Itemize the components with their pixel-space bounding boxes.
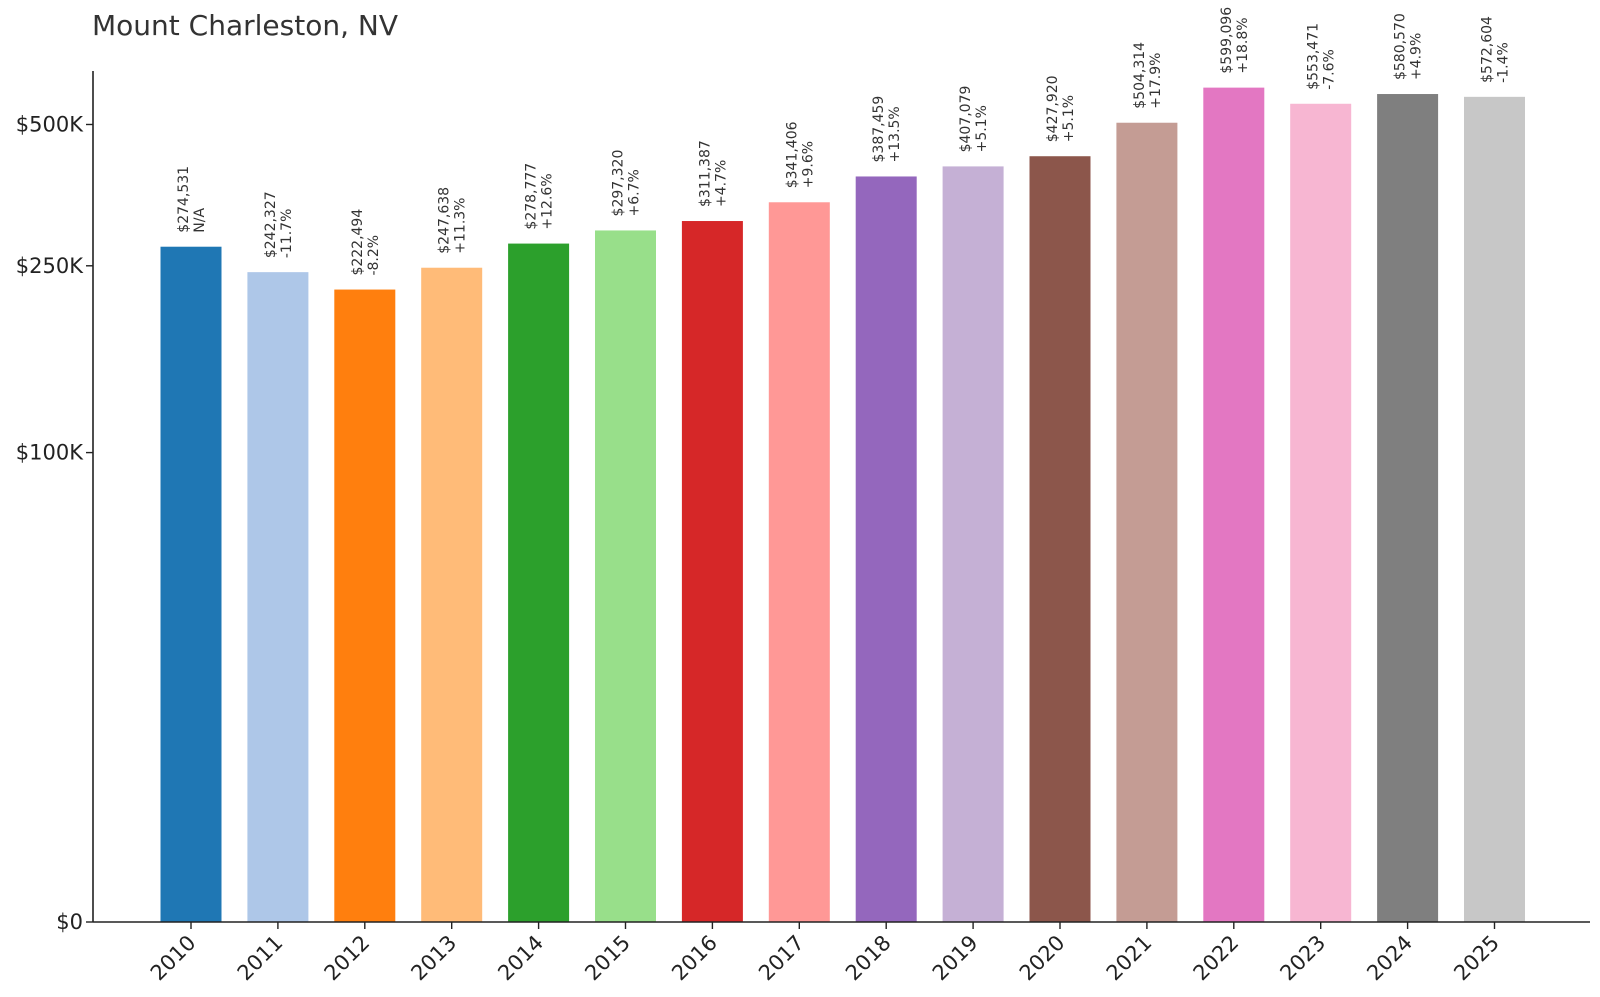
data-label-2014: $278,777 +12.6% [524, 163, 556, 230]
value-label: $222,494 [350, 209, 366, 276]
x-tick-label-2014: 2014 [493, 931, 548, 986]
data-label-2023: $553,471 -7.6% [1306, 23, 1338, 90]
data-label-2015: $297,320 +6.7% [611, 150, 643, 217]
value-label: $278,777 [524, 163, 540, 230]
change-label: +9.6% [800, 141, 816, 188]
change-label: +5.1% [1061, 95, 1077, 142]
change-label: N/A [192, 208, 208, 233]
change-label: +12.6% [540, 173, 556, 229]
value-label: $341,406 [784, 121, 800, 188]
x-tick-label-2022: 2022 [1189, 931, 1244, 986]
value-label: $580,570 [1393, 13, 1409, 80]
x-tick-label-2012: 2012 [320, 931, 375, 986]
bar-2020 [1029, 156, 1091, 922]
data-label-2019: $407,079 +5.1% [958, 86, 990, 153]
change-label: +11.3% [453, 198, 469, 254]
bar-2019 [942, 166, 1004, 923]
y-tick-label: $100K [16, 441, 84, 465]
value-label: $247,638 [437, 187, 453, 254]
x-tick-label-2020: 2020 [1015, 931, 1070, 986]
data-label-2024: $580,570 +4.9% [1393, 13, 1425, 80]
x-tick-label-2017: 2017 [754, 931, 809, 986]
data-labels: $274,531 N/A $242,327 -11.7% $222,494 -8.2%$2… [176, 7, 1512, 276]
bar-2010 [160, 246, 222, 922]
x-tick-label-2024: 2024 [1362, 931, 1417, 986]
y-tick-label: $0 [56, 910, 83, 934]
x-axis-ticks: 2010 2011 2012 2013 2014 2015 2016 2017 2018 2019… [146, 922, 1504, 985]
bar-2014 [508, 243, 570, 922]
x-tick-label-2019: 2019 [928, 931, 983, 986]
change-label: +5.1% [974, 105, 990, 152]
data-label-2016: $311,387 +4.7% [697, 140, 729, 207]
value-label: $572,604 [1480, 16, 1496, 83]
data-label-2011: $242,327 -11.7% [263, 191, 295, 258]
data-label-2017: $341,406 +9.6% [784, 121, 816, 188]
change-label: -11.7% [279, 209, 295, 259]
change-label: +4.9% [1409, 33, 1425, 80]
bar-2024 [1377, 94, 1439, 922]
bar-2023 [1290, 103, 1352, 923]
value-label: $387,459 [871, 96, 887, 163]
bar-2016 [681, 221, 743, 922]
value-label: $599,096 [1219, 7, 1235, 74]
data-label-2010: $274,531 N/A [176, 166, 208, 233]
x-tick-label-2023: 2023 [1275, 931, 1330, 986]
value-label: $407,079 [958, 86, 974, 153]
x-tick-label-2013: 2013 [406, 931, 461, 986]
value-label: $242,327 [263, 191, 279, 258]
x-tick-label-2025: 2025 [1449, 931, 1504, 986]
x-tick-label-2015: 2015 [580, 931, 635, 986]
value-label: $427,920 [1045, 75, 1061, 142]
chart-title: Mount Charleston, NV [92, 9, 398, 42]
data-label-2021: $504,314 +17.9% [1132, 42, 1164, 109]
data-label-2018: $387,459 +13.5% [871, 96, 903, 163]
change-label: -1.4% [1496, 42, 1512, 83]
bar-2018 [855, 176, 917, 923]
value-label: $274,531 [176, 166, 192, 233]
bar-2025 [1464, 96, 1525, 923]
bar-2013 [421, 267, 483, 922]
bar-2022 [1203, 87, 1265, 923]
change-label: -7.6% [1322, 49, 1338, 90]
x-tick-label-2011: 2011 [233, 931, 288, 986]
data-label-2025: $572,604 -1.4% [1480, 16, 1512, 83]
bar-2012 [334, 289, 396, 922]
value-label: $553,471 [1306, 23, 1322, 90]
value-label: $311,387 [697, 140, 713, 207]
change-label: +4.7% [713, 160, 729, 207]
data-label-2013: $247,638 +11.3% [437, 187, 469, 254]
data-label-2022: $599,096 +18.8% [1219, 7, 1251, 74]
bars [160, 87, 1525, 923]
x-tick-label-2016: 2016 [667, 931, 722, 986]
x-tick-label-2021: 2021 [1102, 931, 1157, 986]
change-label: +17.9% [1148, 53, 1164, 109]
value-label: $504,314 [1132, 42, 1148, 109]
x-tick-label-2010: 2010 [146, 931, 201, 986]
y-axis-ticks: $0 $100K $250K $500K [16, 112, 93, 934]
value-label: $297,320 [611, 150, 627, 217]
data-label-2012: $222,494 -8.2% [350, 209, 382, 276]
y-tick-label: $500K [16, 112, 84, 136]
change-label: +6.7% [627, 169, 643, 216]
change-label: +18.8% [1235, 17, 1251, 73]
x-tick-label-2018: 2018 [841, 931, 896, 986]
bar-2017 [768, 202, 830, 922]
bar-2021 [1116, 122, 1178, 922]
data-label-2020: $427,920 +5.1% [1045, 75, 1077, 142]
bar-2015 [595, 230, 656, 922]
change-label: +13.5% [887, 106, 903, 162]
y-tick-label: $250K [16, 254, 84, 278]
bar-2011 [247, 272, 309, 922]
change-label: -8.2% [366, 235, 382, 276]
